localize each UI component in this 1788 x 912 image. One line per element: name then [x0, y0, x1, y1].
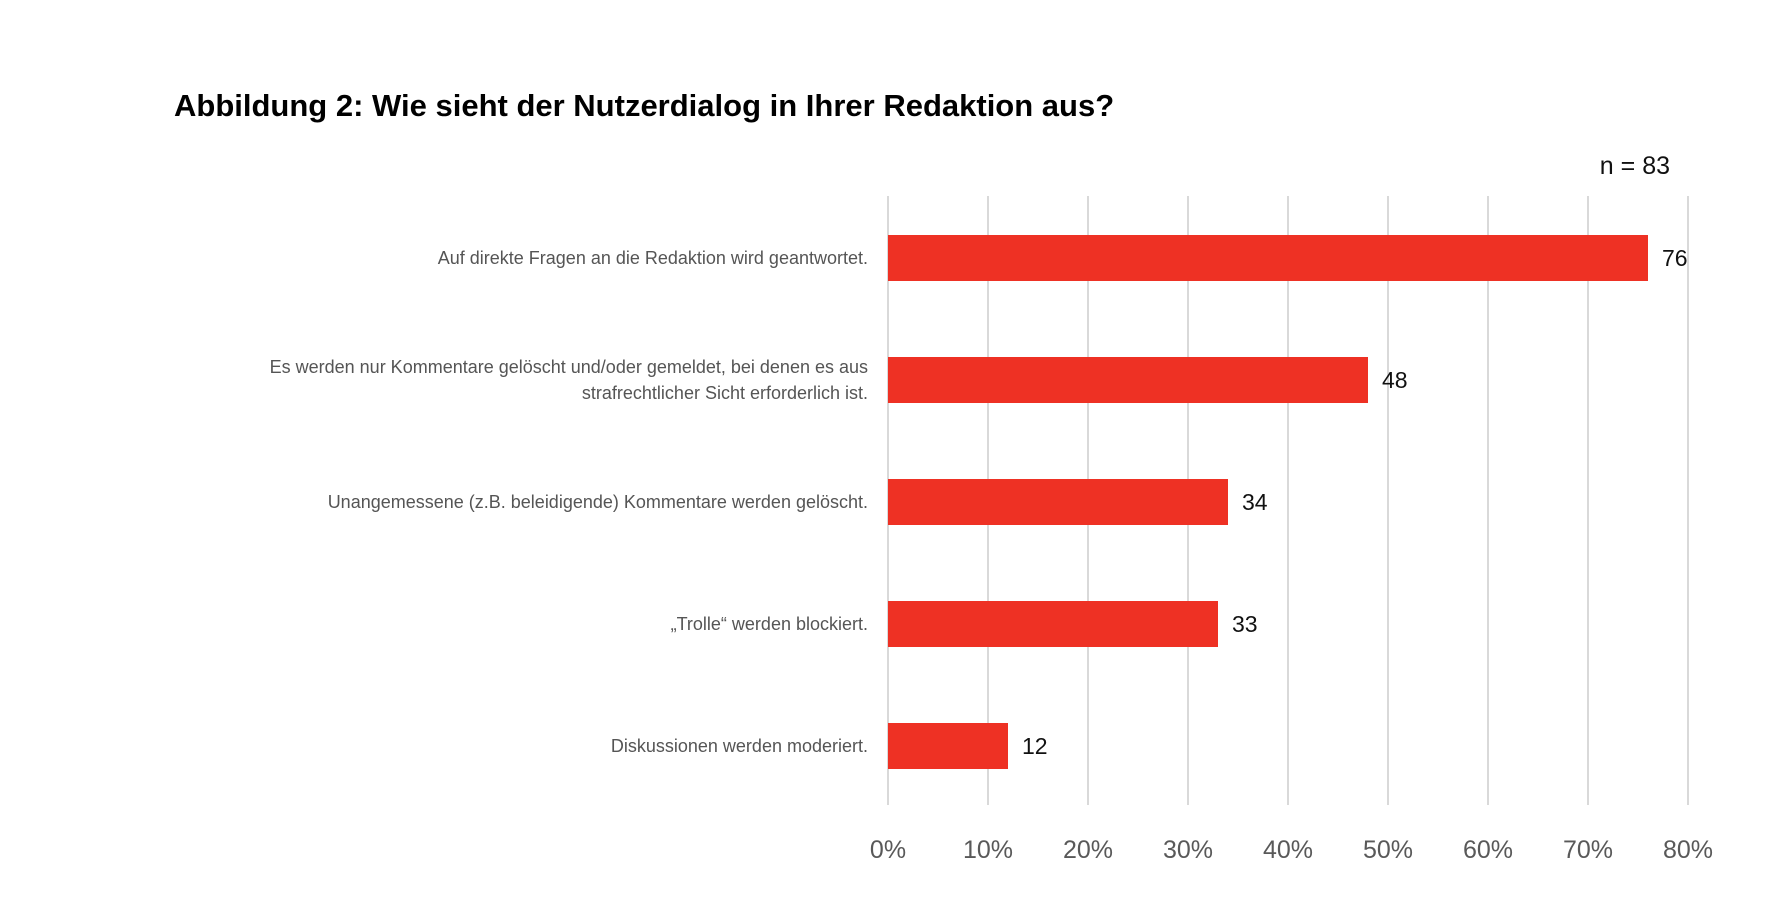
bar-4 — [888, 601, 1218, 647]
x-tick-label-60: 60% — [1463, 836, 1513, 864]
x-tick-label-10: 10% — [963, 836, 1013, 864]
data-label-2: 48 — [1382, 367, 1408, 393]
data-label-5: 12 — [1022, 733, 1048, 759]
category-label-3: Unangemessene (z.B. beleidigende) Kommen… — [328, 492, 868, 512]
data-label-4: 33 — [1232, 611, 1258, 637]
bar-2 — [888, 357, 1368, 403]
x-tick-label-30: 30% — [1163, 836, 1213, 864]
chart-title: Abbildung 2: Wie sieht der Nutzerdialog … — [174, 88, 1115, 123]
bar-3 — [888, 479, 1228, 525]
x-tick-label-80: 80% — [1663, 836, 1713, 864]
category-label-5: Diskussionen werden moderiert. — [611, 736, 868, 756]
x-tick-label-20: 20% — [1063, 836, 1113, 864]
sample-size-annotation: n = 83 — [1599, 152, 1670, 180]
bar-5 — [888, 723, 1008, 769]
data-label-3: 34 — [1242, 489, 1268, 515]
category-label-4: „Trolle“ werden blockiert. — [671, 614, 868, 634]
data-label-1: 76 — [1662, 245, 1688, 271]
x-tick-label-0: 0% — [870, 836, 906, 864]
category-label-1: Auf direkte Fragen an die Redaktion wird… — [438, 248, 868, 268]
x-tick-label-50: 50% — [1363, 836, 1413, 864]
bar-1 — [888, 235, 1648, 281]
x-tick-label-70: 70% — [1563, 836, 1613, 864]
category-label-2: Es werden nur Kommentare gelöscht und/od… — [270, 357, 868, 403]
x-tick-label-40: 40% — [1263, 836, 1313, 864]
